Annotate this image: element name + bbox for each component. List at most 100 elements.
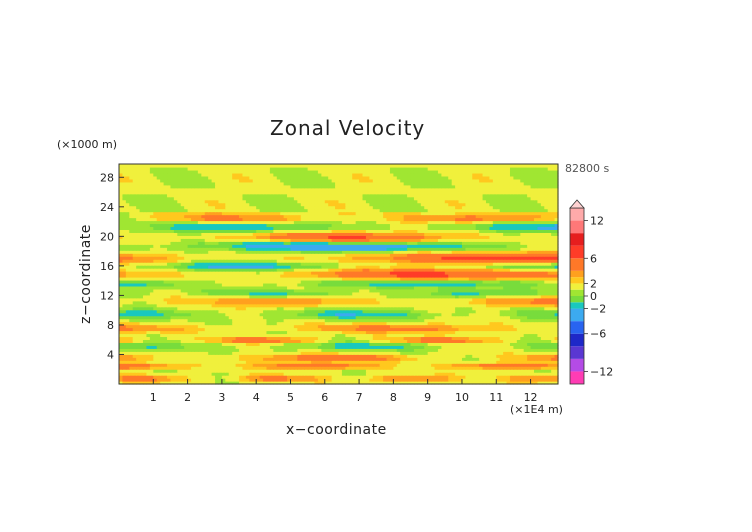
field-cell xyxy=(180,327,185,332)
field-cell xyxy=(420,345,425,349)
field-cell xyxy=(273,327,278,332)
field-cell xyxy=(537,276,542,281)
field-cell xyxy=(516,360,521,364)
field-cell xyxy=(527,279,532,284)
field-cell xyxy=(503,309,508,314)
field-cell xyxy=(132,291,137,296)
field-cell xyxy=(475,324,480,329)
field-cell xyxy=(328,303,333,308)
field-cell xyxy=(331,276,336,281)
field-cell xyxy=(153,288,158,293)
field-cell xyxy=(249,339,254,343)
field-cell xyxy=(184,279,189,284)
field-cell xyxy=(537,330,542,335)
field-cell xyxy=(465,342,470,346)
field-cell xyxy=(208,372,213,376)
field-cell xyxy=(232,348,237,352)
field-cell xyxy=(379,306,384,311)
field-cell xyxy=(266,291,271,296)
field-cell xyxy=(455,274,460,278)
field-cell xyxy=(554,274,559,278)
field-cell xyxy=(479,372,484,376)
field-cell xyxy=(201,348,206,352)
field-cell xyxy=(263,363,268,367)
field-cell xyxy=(331,271,336,275)
field-cell xyxy=(530,363,535,367)
field-cell xyxy=(173,294,178,299)
field-cell xyxy=(527,321,532,326)
field-cell xyxy=(400,297,405,302)
field-cell xyxy=(160,330,165,335)
field-cell xyxy=(393,318,398,323)
field-cell xyxy=(413,300,418,305)
field-cell xyxy=(417,321,422,326)
field-cell xyxy=(201,366,206,370)
field-cell xyxy=(194,309,199,314)
field-cell xyxy=(533,294,539,299)
field-cell xyxy=(431,276,436,281)
field-cell xyxy=(376,348,381,352)
field-cell xyxy=(201,354,206,358)
field-cell xyxy=(163,363,168,367)
field-cell xyxy=(499,312,504,317)
field-cell xyxy=(321,366,326,370)
field-cell xyxy=(335,369,340,373)
field-cell xyxy=(170,342,175,346)
field-cell xyxy=(221,357,226,361)
field-cell xyxy=(359,324,364,329)
field-cell xyxy=(530,300,535,305)
field-cell xyxy=(509,369,515,373)
field-cell xyxy=(475,327,480,332)
field-cell xyxy=(485,351,491,355)
field-cell xyxy=(180,303,185,308)
field-cell xyxy=(509,276,515,281)
field-cell xyxy=(345,375,350,379)
field-cell xyxy=(331,297,336,302)
field-cell xyxy=(208,327,213,332)
field-cell xyxy=(458,324,463,329)
field-cell xyxy=(468,274,473,278)
field-cell xyxy=(520,342,525,346)
field-cell xyxy=(245,324,250,329)
field-cell xyxy=(242,285,247,290)
field-cell xyxy=(307,381,312,385)
field-cell xyxy=(540,342,545,346)
field-cell xyxy=(479,354,484,358)
field-cell xyxy=(239,366,244,370)
field-cell xyxy=(472,300,477,305)
field-cell xyxy=(451,300,456,305)
field-cell xyxy=(396,288,401,293)
field-cell xyxy=(300,294,305,299)
field-cell xyxy=(276,312,281,317)
field-cell xyxy=(489,363,494,367)
field-cell xyxy=(211,372,216,376)
field-cell xyxy=(149,348,154,352)
field-cell xyxy=(252,342,257,346)
field-cell xyxy=(153,309,158,314)
field-cell xyxy=(506,321,511,326)
field-cell xyxy=(170,268,175,272)
field-cell xyxy=(208,333,213,338)
field-cell xyxy=(331,324,336,329)
field-cell xyxy=(146,378,151,382)
field-cell xyxy=(256,282,261,287)
field-cell xyxy=(163,294,168,299)
field-cell xyxy=(383,339,388,343)
field-cell xyxy=(341,345,346,349)
field-cell xyxy=(492,345,497,349)
field-cell xyxy=(372,306,377,311)
field-cell xyxy=(119,321,124,326)
field-cell xyxy=(215,282,220,287)
field-cell xyxy=(324,369,329,373)
field-cell xyxy=(149,369,154,373)
field-cell xyxy=(427,309,432,314)
field-cell xyxy=(129,366,134,370)
field-cell xyxy=(417,381,422,385)
field-cell xyxy=(451,315,456,320)
field-cell xyxy=(482,369,487,373)
field-cell xyxy=(407,291,412,296)
field-cell xyxy=(215,300,220,305)
field-cell xyxy=(221,381,226,385)
field-cell xyxy=(242,381,247,385)
field-cell xyxy=(245,378,250,382)
